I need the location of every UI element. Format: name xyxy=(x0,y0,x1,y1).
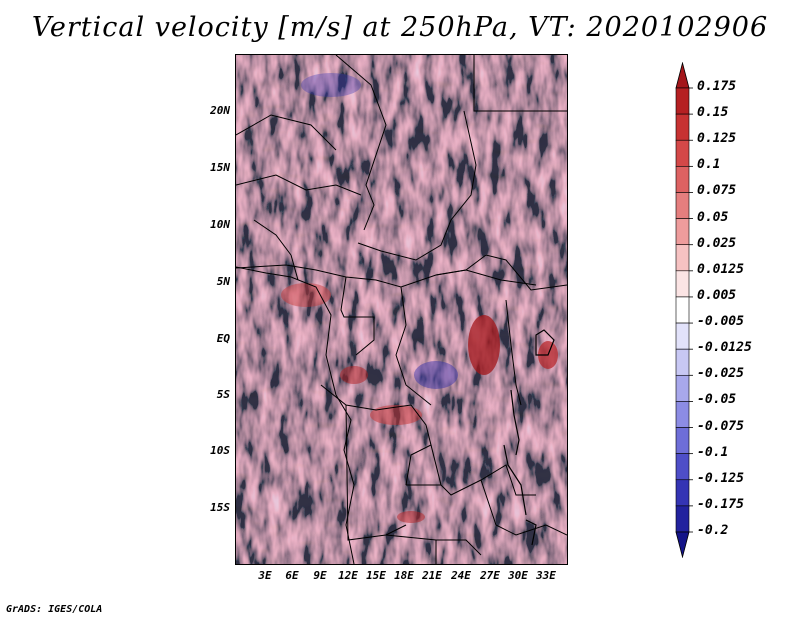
colorbar-bin xyxy=(675,531,690,558)
colorbar-label: -0.0125 xyxy=(697,340,752,356)
lat-label: 5N xyxy=(216,275,230,288)
lon-label: 18E xyxy=(394,569,414,582)
chart-title: Vertical velocity [m/s] at 250hPa, VT: 2… xyxy=(31,12,769,43)
lat-label: 15N xyxy=(210,161,230,174)
colorbar-label: -0.2 xyxy=(697,523,729,538)
colorbar-bin xyxy=(675,479,690,507)
grads-credit: GrADS: IGES/COLA xyxy=(6,604,103,615)
colorbar-bin xyxy=(675,244,690,272)
lat-label: 10N xyxy=(210,218,230,231)
colorbar-bin xyxy=(675,192,690,219)
lake-outlines xyxy=(503,329,555,546)
lon-label: 3E xyxy=(258,569,272,582)
colorbar-label: 0.15 xyxy=(697,105,729,121)
colorbar-bin xyxy=(675,62,690,89)
colorbar-bin xyxy=(675,505,690,533)
colorbar-bin xyxy=(675,218,690,246)
lon-label: 21E xyxy=(422,569,442,582)
lon-label: 12E xyxy=(338,569,358,582)
colorbar-label: -0.025 xyxy=(697,366,744,382)
colorbar-bin xyxy=(675,87,690,115)
colorbar-label: -0.075 xyxy=(697,418,744,434)
colorbar-label: 0.025 xyxy=(697,235,737,251)
colorbar-bin xyxy=(675,166,690,193)
colorbar-label: -0.05 xyxy=(697,392,737,408)
colorbar-label: 0.0125 xyxy=(697,261,744,277)
convection-patches xyxy=(281,73,558,523)
lat-label: 15S xyxy=(210,501,230,514)
colorbar-label: 0.05 xyxy=(697,209,729,225)
colorbar xyxy=(675,62,693,558)
colorbar-bin xyxy=(675,113,690,141)
lat-label: 20N xyxy=(210,104,230,117)
colorbar-bin xyxy=(675,453,690,481)
colorbar-label: 0.005 xyxy=(697,287,737,303)
lon-label: 33E xyxy=(536,569,556,582)
colorbar-label: 0.175 xyxy=(697,79,737,94)
colorbar-bin xyxy=(675,139,690,167)
colorbar-label: -0.125 xyxy=(697,470,744,486)
lon-label: 27E xyxy=(480,569,500,582)
colorbar-bin xyxy=(675,374,690,402)
colorbar-bin xyxy=(675,427,690,454)
lat-label: 5S xyxy=(216,388,230,401)
coastline xyxy=(236,266,355,564)
lon-label: 24E xyxy=(451,569,471,582)
colorbar-bin xyxy=(675,270,690,298)
lat-label: EQ xyxy=(216,332,230,345)
colorbar-label: -0.175 xyxy=(697,496,744,512)
country-borders xyxy=(236,55,567,564)
colorbar-label: 0.075 xyxy=(697,183,737,199)
colorbar-bin xyxy=(675,322,690,350)
colorbar-bin xyxy=(675,401,690,428)
colorbar-bin xyxy=(675,348,690,376)
map-panel xyxy=(235,54,568,565)
lon-label: 9E xyxy=(313,569,327,582)
colorbar-label: -0.1 xyxy=(697,444,729,460)
lon-label: 6E xyxy=(285,569,299,582)
vertical-velocity-field xyxy=(236,55,567,564)
colorbar-label: -0.005 xyxy=(697,314,744,330)
lon-label: 30E xyxy=(508,569,528,582)
colorbar-label: 0.1 xyxy=(697,157,721,173)
colorbar-bin xyxy=(675,296,690,324)
lat-label: 10S xyxy=(210,444,230,457)
colorbar-label: 0.125 xyxy=(697,131,737,147)
lon-label: 15E xyxy=(366,569,386,582)
